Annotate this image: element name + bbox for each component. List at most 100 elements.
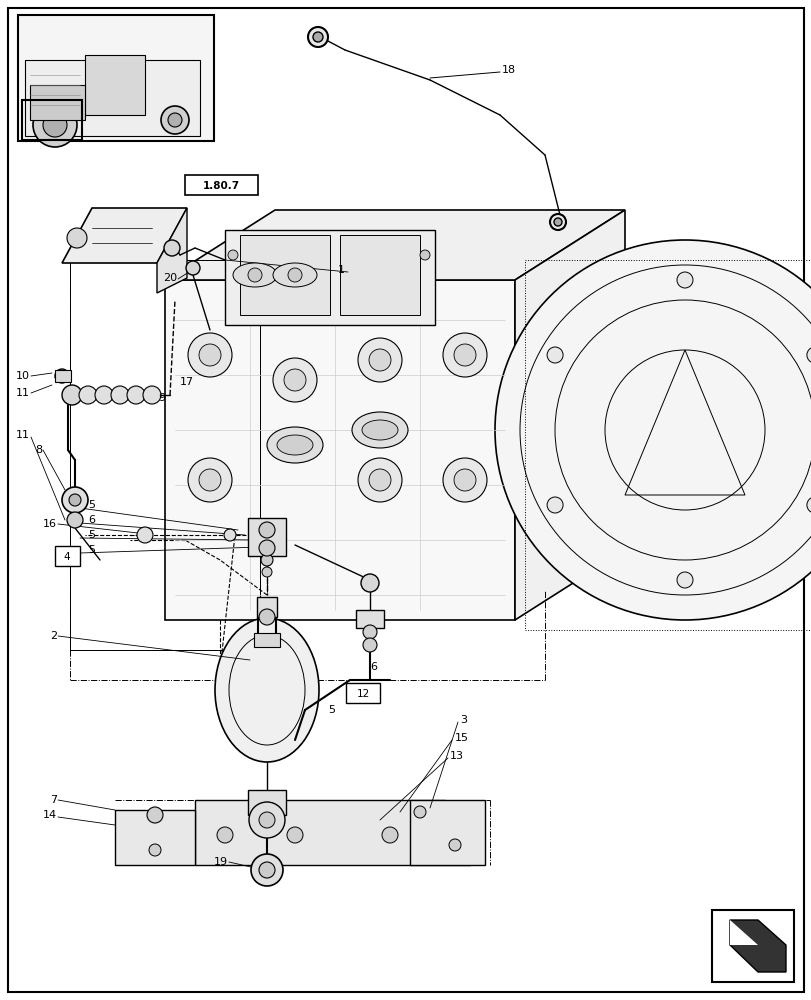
Ellipse shape (362, 420, 397, 440)
Bar (185, 175, 258, 195)
Text: 18: 18 (501, 65, 516, 75)
Circle shape (272, 358, 316, 402)
Circle shape (381, 827, 397, 843)
Bar (247, 518, 285, 556)
Text: 9: 9 (157, 393, 165, 403)
Circle shape (553, 218, 561, 226)
Bar (240, 235, 329, 315)
Bar (22, 100, 82, 140)
Text: 1.80.7: 1.80.7 (203, 181, 240, 191)
Text: 11: 11 (16, 430, 30, 440)
Polygon shape (25, 60, 200, 136)
Circle shape (143, 386, 161, 404)
Circle shape (676, 272, 692, 288)
Circle shape (217, 827, 233, 843)
Text: 10: 10 (16, 371, 30, 381)
Circle shape (448, 839, 461, 851)
Circle shape (186, 261, 200, 275)
Circle shape (312, 32, 323, 42)
Ellipse shape (272, 263, 316, 287)
Polygon shape (195, 800, 470, 865)
Circle shape (137, 527, 152, 543)
Text: 16: 16 (43, 519, 57, 529)
Text: 6: 6 (370, 662, 376, 672)
Polygon shape (165, 280, 514, 620)
Circle shape (127, 386, 145, 404)
Circle shape (199, 469, 221, 491)
Circle shape (260, 554, 272, 566)
Bar (247, 790, 285, 815)
Text: 2: 2 (49, 631, 57, 641)
Circle shape (419, 250, 430, 260)
Circle shape (363, 638, 376, 652)
Circle shape (259, 812, 275, 828)
Polygon shape (30, 85, 85, 120)
Text: 5: 5 (88, 530, 95, 540)
Circle shape (33, 103, 77, 147)
Circle shape (806, 497, 811, 513)
Bar (70, 260, 260, 650)
Circle shape (806, 347, 811, 363)
Text: 3: 3 (460, 715, 466, 725)
Circle shape (262, 567, 272, 577)
Circle shape (547, 347, 562, 363)
Circle shape (288, 268, 302, 282)
Polygon shape (514, 210, 624, 620)
Polygon shape (62, 208, 187, 263)
Text: 8: 8 (35, 445, 42, 455)
Text: 14: 14 (43, 810, 57, 820)
Bar (711, 910, 793, 982)
Circle shape (79, 386, 97, 404)
Bar (340, 235, 419, 315)
Text: 11: 11 (16, 388, 30, 398)
Circle shape (67, 512, 83, 528)
Circle shape (199, 344, 221, 366)
Circle shape (368, 349, 391, 371)
Circle shape (111, 386, 129, 404)
Bar (355, 610, 384, 628)
Text: 5: 5 (328, 705, 335, 715)
Circle shape (69, 494, 81, 506)
Circle shape (224, 529, 236, 541)
Bar (18, 15, 214, 141)
Ellipse shape (351, 412, 407, 448)
Circle shape (164, 240, 180, 256)
Circle shape (307, 27, 328, 47)
Text: 15: 15 (454, 733, 469, 743)
Polygon shape (115, 810, 195, 865)
Circle shape (549, 214, 565, 230)
Text: 4: 4 (63, 552, 71, 562)
Circle shape (547, 497, 562, 513)
Circle shape (168, 113, 182, 127)
Circle shape (414, 806, 426, 818)
Ellipse shape (277, 435, 312, 455)
Bar (225, 230, 435, 325)
Circle shape (147, 807, 163, 823)
Polygon shape (157, 208, 187, 293)
Circle shape (286, 827, 303, 843)
Bar (254, 633, 280, 647)
Circle shape (363, 625, 376, 639)
Bar (345, 683, 380, 703)
Circle shape (358, 458, 401, 502)
Circle shape (443, 333, 487, 377)
Ellipse shape (215, 618, 319, 762)
Text: 19: 19 (213, 857, 228, 867)
Ellipse shape (267, 427, 323, 463)
Circle shape (62, 385, 82, 405)
Circle shape (251, 854, 283, 886)
Text: 5: 5 (88, 545, 95, 555)
Bar (257, 597, 277, 617)
Circle shape (259, 522, 275, 538)
Text: 13: 13 (449, 751, 463, 761)
Text: 6: 6 (88, 515, 95, 525)
Text: 20: 20 (163, 273, 177, 283)
Bar (70, 260, 260, 650)
Circle shape (249, 802, 285, 838)
Circle shape (259, 609, 275, 625)
Circle shape (676, 572, 692, 588)
Circle shape (67, 228, 87, 248)
Circle shape (43, 113, 67, 137)
Circle shape (361, 574, 379, 592)
Polygon shape (729, 920, 785, 972)
